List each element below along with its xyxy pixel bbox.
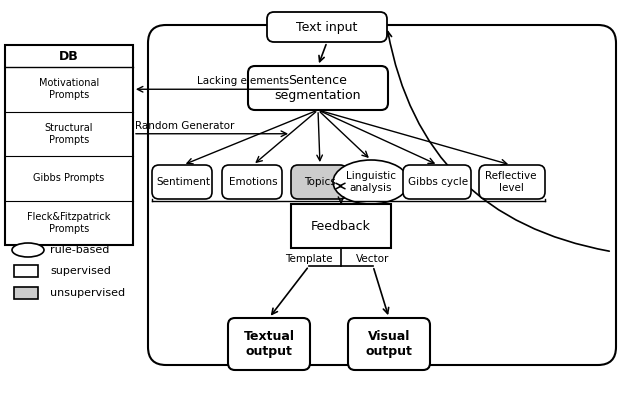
Bar — [14, 287, 38, 299]
Bar — [291, 204, 391, 248]
Text: Fleck&Fitzpatrick
Prompts: Fleck&Fitzpatrick Prompts — [27, 212, 111, 234]
FancyBboxPatch shape — [152, 165, 212, 199]
Text: Sentiment: Sentiment — [156, 177, 210, 187]
Text: DB: DB — [59, 50, 79, 62]
FancyBboxPatch shape — [267, 12, 387, 42]
FancyBboxPatch shape — [148, 25, 616, 365]
FancyBboxPatch shape — [479, 165, 545, 199]
Text: Feedback: Feedback — [311, 220, 371, 232]
Text: Emotions: Emotions — [229, 177, 277, 187]
Bar — [14, 265, 38, 277]
Text: unsupervised: unsupervised — [50, 288, 125, 298]
Text: Textual
output: Textual output — [243, 330, 295, 358]
Text: Template: Template — [285, 254, 333, 264]
Ellipse shape — [333, 160, 409, 204]
Text: Random Generator: Random Generator — [135, 121, 234, 131]
Text: Gibbs Prompts: Gibbs Prompts — [33, 173, 105, 183]
Text: Text input: Text input — [296, 20, 358, 34]
Text: Lacking elements: Lacking elements — [197, 76, 289, 86]
FancyBboxPatch shape — [403, 165, 471, 199]
FancyBboxPatch shape — [228, 318, 310, 370]
Text: Motivational
Prompts: Motivational Prompts — [39, 78, 99, 100]
Text: Gibbs cycle: Gibbs cycle — [408, 177, 468, 187]
Text: rule-based: rule-based — [50, 245, 109, 255]
Text: Reflective
level: Reflective level — [485, 171, 537, 193]
Ellipse shape — [12, 243, 44, 257]
Text: Vector: Vector — [356, 254, 390, 264]
Text: Structural
Prompts: Structural Prompts — [45, 123, 94, 144]
FancyBboxPatch shape — [348, 318, 430, 370]
Text: Sentence
segmentation: Sentence segmentation — [275, 74, 362, 102]
Text: Linguistic
analysis: Linguistic analysis — [346, 171, 396, 193]
FancyBboxPatch shape — [248, 66, 388, 110]
Text: Topics: Topics — [304, 177, 336, 187]
FancyBboxPatch shape — [291, 165, 347, 199]
Text: Visual
output: Visual output — [365, 330, 413, 358]
Text: supervised: supervised — [50, 266, 111, 276]
Bar — [5, 45, 133, 245]
FancyBboxPatch shape — [222, 165, 282, 199]
